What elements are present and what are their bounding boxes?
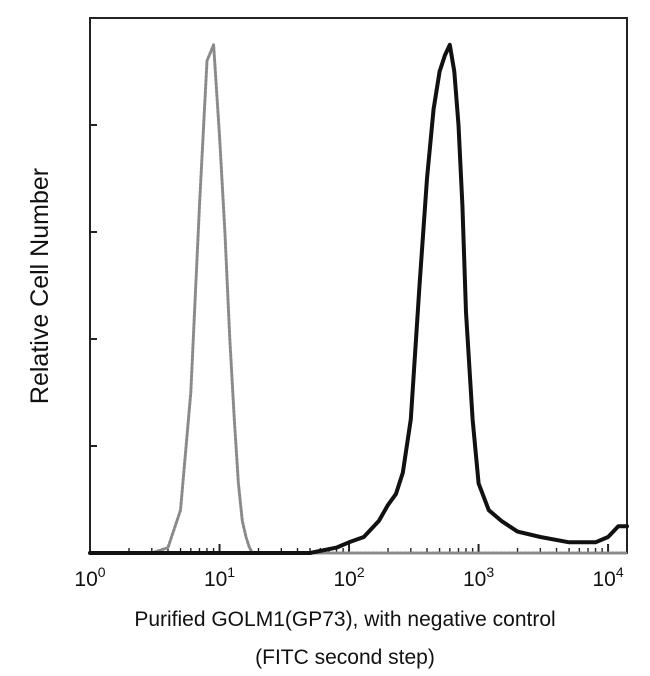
- plot-area: [88, 17, 629, 555]
- x-axis-label-line2: (FITC second step): [255, 646, 435, 669]
- x-tick-label: 102: [333, 564, 364, 591]
- x-tick-labels: 100 101 102 103 104: [74, 564, 623, 591]
- series-layer: [88, 42, 629, 555]
- x-axis-label: Purified GOLM1(GP73), with negative cont…: [134, 608, 555, 631]
- plot-frame: [89, 17, 628, 554]
- x-tick-label: 100: [74, 564, 105, 591]
- histogram-negative-control: [88, 43, 629, 555]
- x-tick-label: 104: [592, 564, 623, 591]
- histogram-GOLM1: [88, 42, 629, 555]
- x-tick-label: 103: [463, 564, 494, 591]
- y-axis-ticks: [90, 17, 97, 554]
- x-tick-label: 101: [204, 564, 235, 591]
- y-axis-label: Relative Cell Number: [26, 168, 54, 404]
